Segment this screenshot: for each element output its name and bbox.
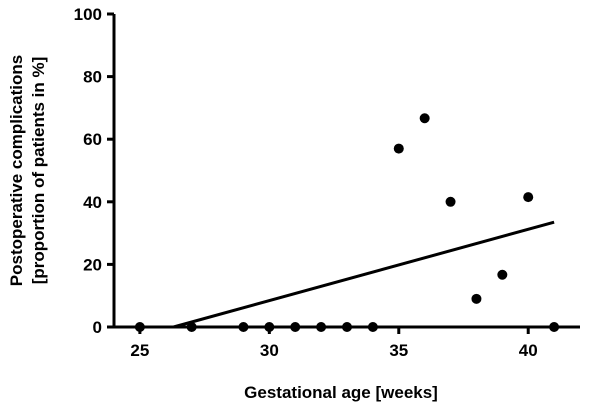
y-tick-label: 60 <box>83 130 102 149</box>
y-axis-title-line: [proportion of patients in %] <box>29 57 48 285</box>
trend-line <box>173 220 555 329</box>
data-point <box>134 322 145 332</box>
data-point <box>523 192 534 203</box>
y-axis-title: Postoperative complications [proportion o… <box>7 55 48 286</box>
data-point <box>497 269 508 280</box>
y-tick-label: 20 <box>83 255 102 274</box>
axes <box>112 14 580 329</box>
trend-line-group <box>173 220 555 329</box>
x-tick-label: 40 <box>519 341 538 360</box>
data-point <box>367 322 378 332</box>
data-point <box>393 143 404 154</box>
y-tick-label: 80 <box>83 68 102 87</box>
data-point <box>549 322 560 332</box>
y-axis-title-line: Postoperative complications <box>7 55 26 286</box>
data-point <box>238 322 249 332</box>
data-point <box>342 322 352 332</box>
x-tick-label: 25 <box>130 341 149 360</box>
data-point <box>316 322 327 332</box>
y-tick-label: 0 <box>93 318 102 337</box>
x-axis-title: Gestational age [weeks] <box>244 383 438 402</box>
data-point <box>471 293 482 304</box>
data-points <box>134 113 560 332</box>
data-point <box>264 322 275 332</box>
data-point <box>445 196 456 207</box>
ticks: 0 20 40 60 80 100 25 30 35 40 <box>74 5 538 360</box>
y-tick-label: 40 <box>83 193 102 212</box>
x-tick-label: 30 <box>260 341 279 360</box>
data-point <box>419 113 430 124</box>
data-point <box>186 322 197 332</box>
x-tick-label: 35 <box>389 341 408 360</box>
y-tick-label: 100 <box>74 5 102 24</box>
data-point <box>290 322 301 332</box>
